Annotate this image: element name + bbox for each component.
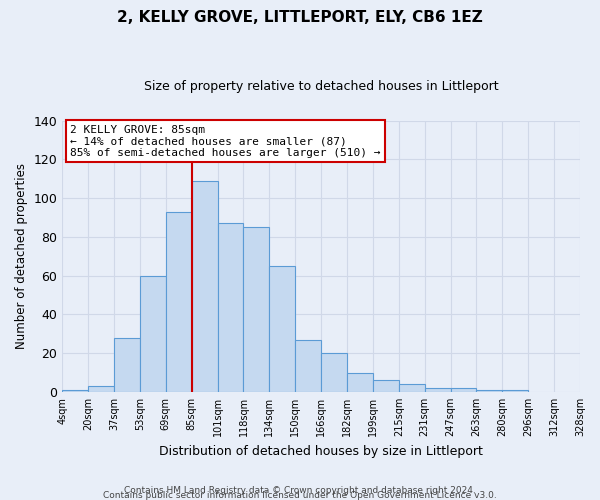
Bar bbox=[88, 386, 114, 392]
Text: 2, KELLY GROVE, LITTLEPORT, ELY, CB6 1EZ: 2, KELLY GROVE, LITTLEPORT, ELY, CB6 1EZ bbox=[117, 10, 483, 25]
Bar bbox=[244, 227, 269, 392]
Text: Contains public sector information licensed under the Open Government Licence v3: Contains public sector information licen… bbox=[103, 491, 497, 500]
Bar bbox=[62, 390, 88, 392]
Y-axis label: Number of detached properties: Number of detached properties bbox=[15, 163, 28, 349]
Bar bbox=[425, 388, 451, 392]
Bar bbox=[321, 353, 347, 392]
X-axis label: Distribution of detached houses by size in Littleport: Distribution of detached houses by size … bbox=[159, 444, 483, 458]
Bar bbox=[347, 372, 373, 392]
Text: Contains HM Land Registry data © Crown copyright and database right 2024.: Contains HM Land Registry data © Crown c… bbox=[124, 486, 476, 495]
Bar bbox=[502, 390, 528, 392]
Bar bbox=[140, 276, 166, 392]
Bar bbox=[451, 388, 476, 392]
Bar bbox=[476, 390, 502, 392]
Bar bbox=[192, 180, 218, 392]
Bar bbox=[373, 380, 399, 392]
Text: 2 KELLY GROVE: 85sqm
← 14% of detached houses are smaller (87)
85% of semi-detac: 2 KELLY GROVE: 85sqm ← 14% of detached h… bbox=[70, 124, 380, 158]
Bar bbox=[269, 266, 295, 392]
Bar bbox=[218, 224, 244, 392]
Bar bbox=[295, 340, 321, 392]
Bar bbox=[166, 212, 192, 392]
Bar bbox=[399, 384, 425, 392]
Title: Size of property relative to detached houses in Littleport: Size of property relative to detached ho… bbox=[144, 80, 499, 93]
Bar bbox=[114, 338, 140, 392]
